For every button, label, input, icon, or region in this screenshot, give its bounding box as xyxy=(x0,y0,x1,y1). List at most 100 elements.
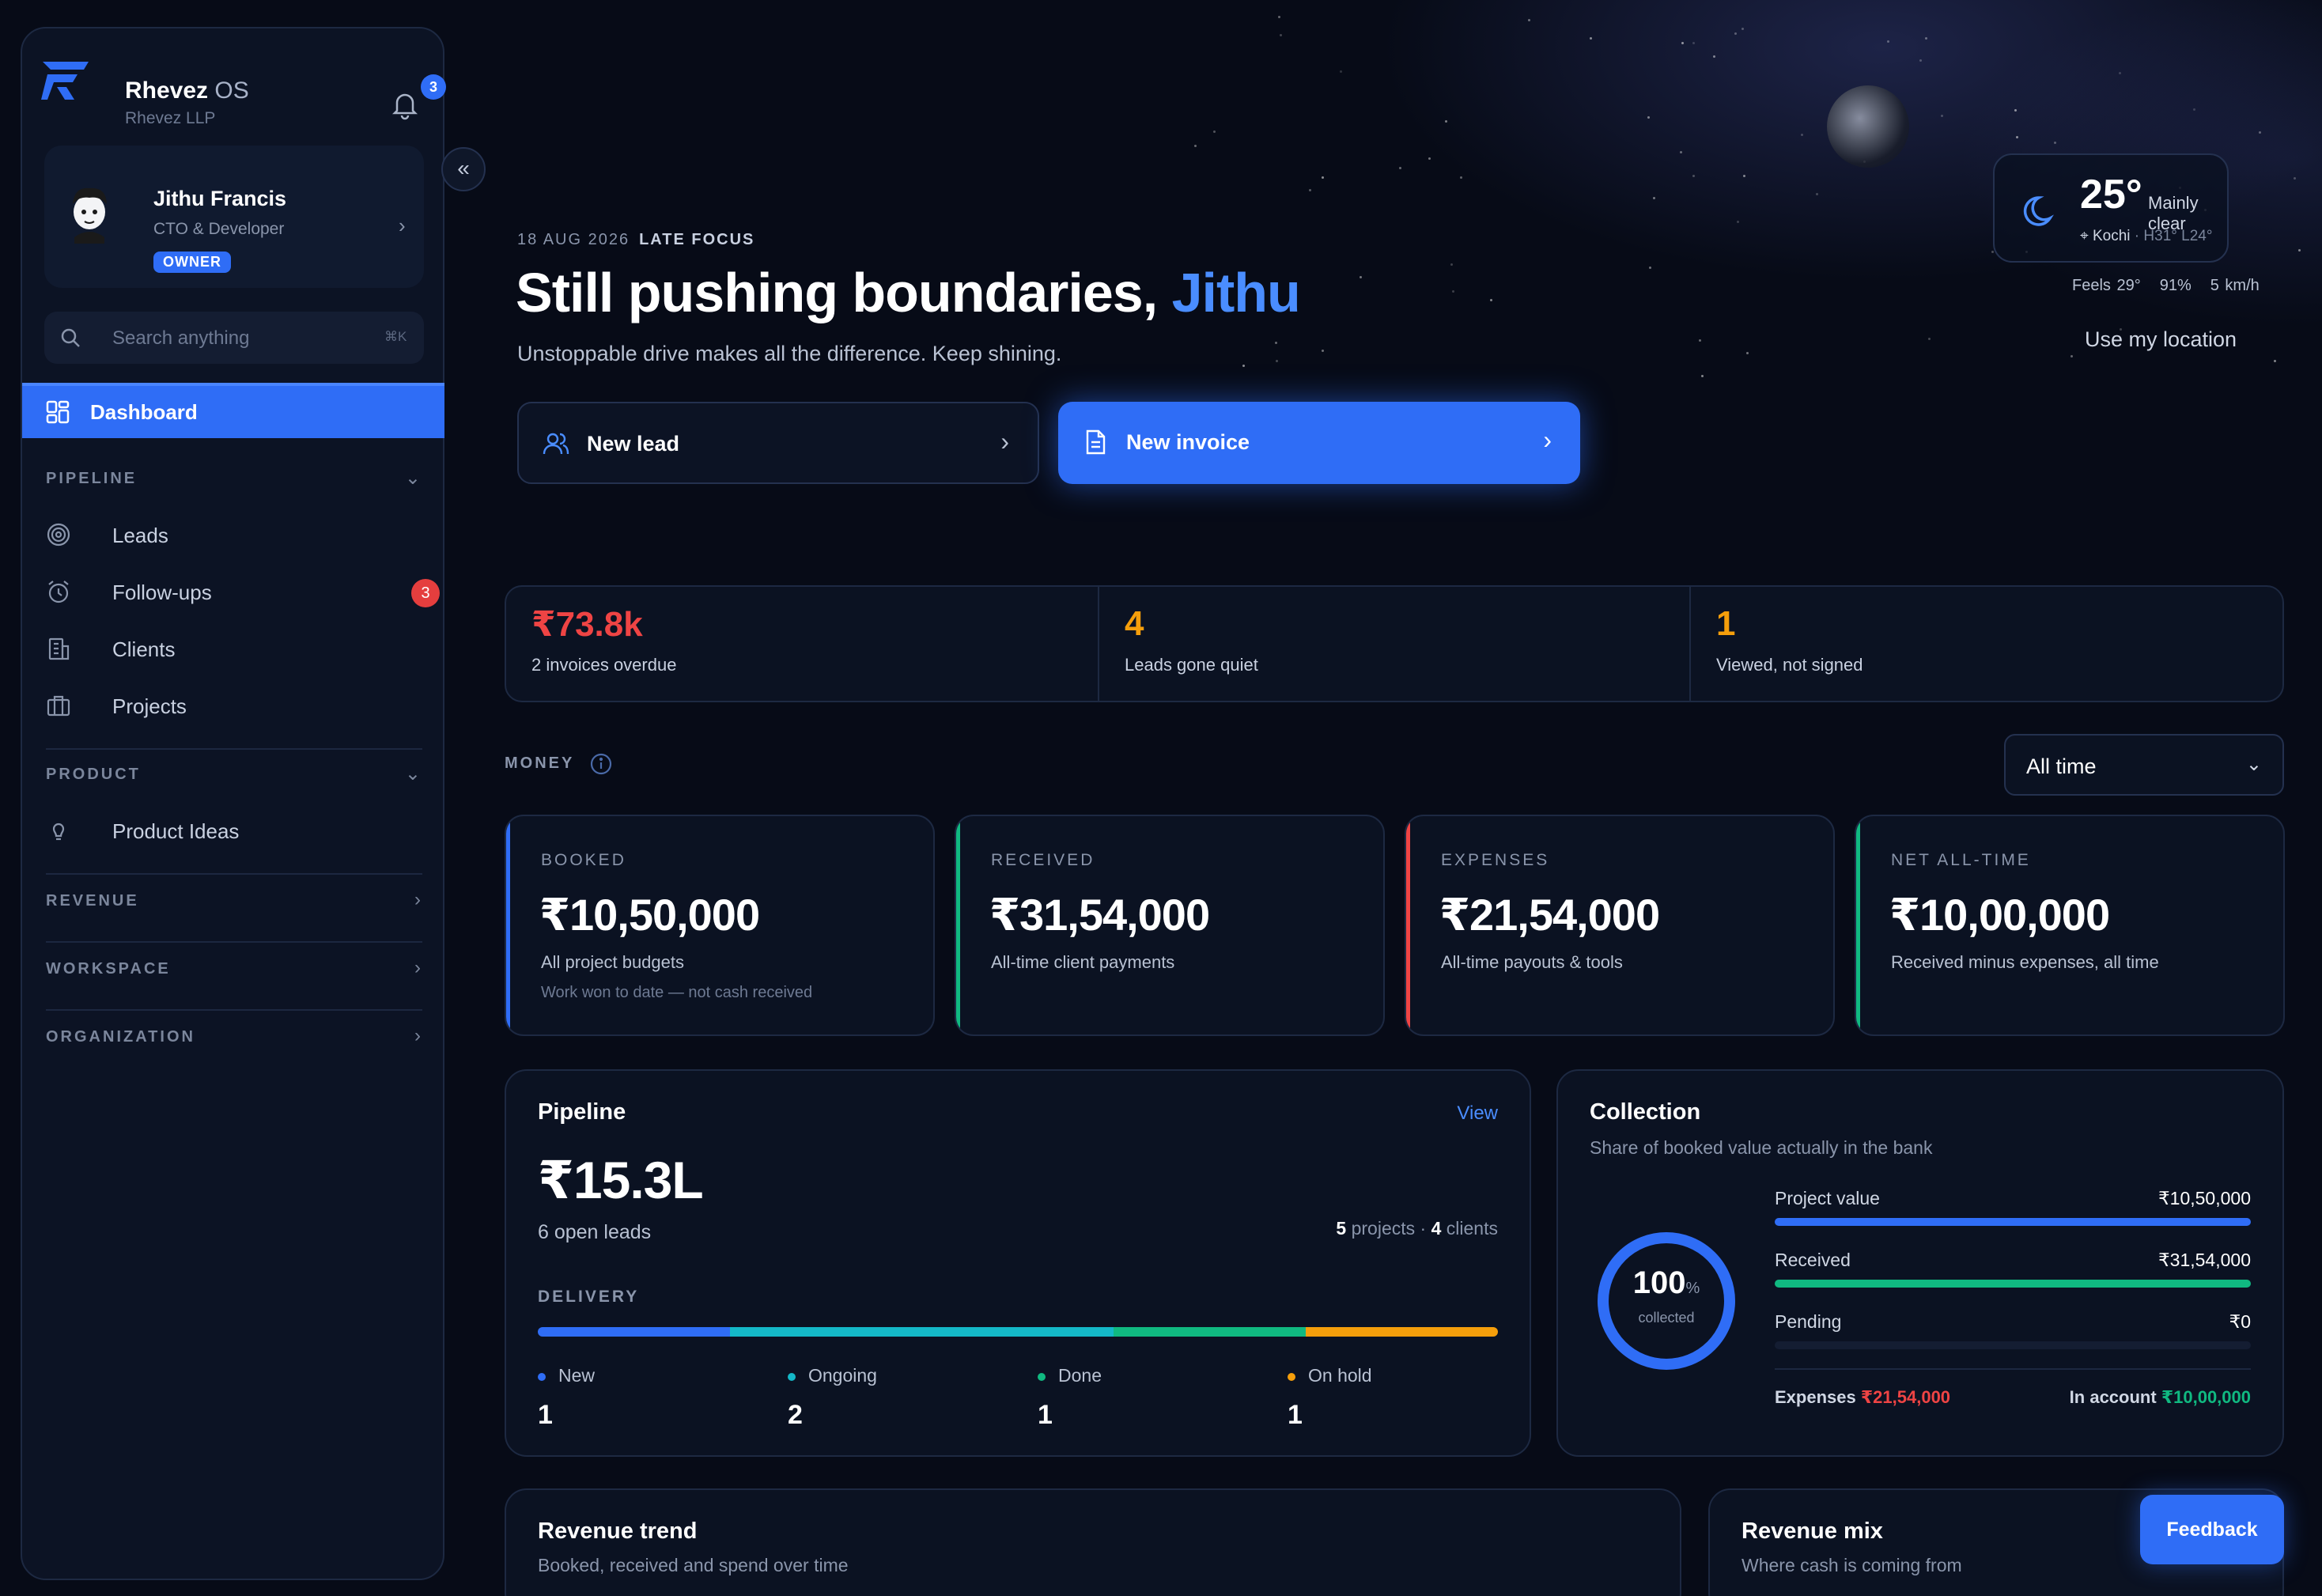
stat-value: 1 xyxy=(1288,1400,1303,1430)
users-icon xyxy=(543,433,569,455)
alert-label: Viewed, not signed xyxy=(1716,655,1863,675)
weather-wind: 5 km/h xyxy=(2210,277,2260,294)
star xyxy=(1195,295,1198,298)
section-organization[interactable]: ORGANIZATION › xyxy=(46,1022,425,1053)
weather-location: ⌖ Kochi · H31° L24° xyxy=(2080,228,2213,244)
profile-card[interactable]: Jithu Francis CTO & Developer OWNER › xyxy=(44,146,424,288)
star xyxy=(1276,359,1279,362)
panel-subtitle: Booked, received and spend over time xyxy=(538,1555,849,1575)
new-lead-button[interactable]: New lead › xyxy=(517,402,1039,484)
star xyxy=(1746,352,1749,355)
collection-panel: Collection Share of booked value actuall… xyxy=(1556,1069,2284,1457)
status-dot xyxy=(538,1373,546,1381)
stat-value: 1 xyxy=(538,1400,553,1430)
open-leads: 6 open leads xyxy=(538,1221,652,1243)
star xyxy=(1681,41,1685,44)
nav-item-label: Follow-ups xyxy=(112,581,212,604)
section-workspace[interactable]: WORKSPACE › xyxy=(46,954,425,985)
chevron-right-icon: › xyxy=(414,889,421,910)
star xyxy=(2297,248,2301,252)
search-input[interactable]: Search anything ⌘K xyxy=(44,312,424,364)
pipeline-view-link[interactable]: View xyxy=(1457,1102,1498,1124)
star xyxy=(1927,338,1931,341)
nav-item-projects[interactable]: Projects xyxy=(46,683,425,728)
notification-bell-icon[interactable] xyxy=(386,85,424,123)
greeting-subtitle: Unstoppable drive makes all the differen… xyxy=(517,342,1062,365)
weather-temperature: 25° xyxy=(2080,172,2142,217)
row-fill xyxy=(1775,1280,2251,1288)
card-accent xyxy=(506,816,510,1034)
revenue-trend-panel: Revenue trend Booked, received and spend… xyxy=(505,1488,1681,1596)
collected-percent: 100% xyxy=(1632,1265,1700,1300)
nav-item-label: Projects xyxy=(112,694,187,718)
section-pipeline[interactable]: PIPELINE ⌄ xyxy=(46,463,425,495)
pipeline-panel: Pipeline View ₹15.3L 6 open leads 5 proj… xyxy=(505,1069,1531,1457)
section-product[interactable]: PRODUCT ⌄ xyxy=(46,759,425,791)
feedback-button[interactable]: Feedback xyxy=(2140,1495,2284,1564)
stat-value: 2 xyxy=(788,1400,803,1430)
star xyxy=(2070,355,2073,358)
divider xyxy=(46,1009,422,1011)
search-shortcut: ⌘K xyxy=(384,329,407,344)
alert-overdue-invoices[interactable]: ₹73.8k 2 invoices overdue xyxy=(506,587,1099,701)
alert-value: 1 xyxy=(1716,604,1736,643)
collection-ring: 100% collected xyxy=(1593,1227,1740,1375)
status-dot xyxy=(1288,1373,1295,1381)
star xyxy=(1398,167,1401,170)
star xyxy=(1941,114,1944,117)
star xyxy=(2119,327,2122,331)
info-icon[interactable] xyxy=(588,751,614,777)
period-select[interactable]: All time ⌄ xyxy=(2004,734,2284,796)
star xyxy=(1278,16,1281,19)
nav-item-label: Product Ideas xyxy=(112,819,240,843)
star xyxy=(1649,266,1652,269)
star xyxy=(1743,174,1745,177)
nav-item-product-ideas[interactable]: Product Ideas xyxy=(46,808,425,853)
stat-value: 1 xyxy=(1038,1400,1053,1430)
expenses-summary: Expenses ₹21,54,000 xyxy=(1775,1387,1951,1407)
divider xyxy=(1775,1368,2251,1370)
collapse-sidebar-button[interactable]: « xyxy=(441,147,486,191)
nav-item-dashboard[interactable]: Dashboard xyxy=(22,383,444,438)
chevron-right-icon: › xyxy=(399,214,406,237)
alert-quiet-leads[interactable]: 4 Leads gone quiet xyxy=(1098,587,1691,701)
star xyxy=(1692,174,1696,177)
alert-unsigned[interactable]: 1 Viewed, not signed xyxy=(1689,587,2282,701)
alert-label: Leads gone quiet xyxy=(1125,655,1258,675)
card-accent xyxy=(1406,816,1410,1034)
panel-title: Pipeline xyxy=(538,1099,626,1125)
nav-item-clients[interactable]: Clients xyxy=(46,626,425,671)
status-dot xyxy=(788,1373,796,1381)
nav-item-leads[interactable]: Leads xyxy=(46,512,425,557)
row-label: Project value xyxy=(1775,1188,1880,1208)
panel-title: Revenue mix xyxy=(1742,1518,1883,1544)
star xyxy=(1919,59,1922,62)
crescent-moon-icon xyxy=(2023,196,2054,226)
star xyxy=(1322,176,1325,180)
star xyxy=(1460,176,1463,179)
brand-name: Rhevez OS xyxy=(125,78,249,104)
delivery-segment xyxy=(538,1327,730,1337)
money-heading: MONEY xyxy=(505,755,575,772)
star xyxy=(1308,189,1311,192)
followups-count-badge: 3 xyxy=(411,579,440,607)
star xyxy=(1698,338,1701,342)
use-location-link[interactable]: Use my location xyxy=(2085,327,2237,351)
greeting-mode: LATE FOCUS xyxy=(639,231,755,248)
page-title: Still pushing boundaries, Jithu xyxy=(516,262,1301,323)
section-label: PRODUCT xyxy=(46,766,141,783)
delivery-label: DELIVERY xyxy=(538,1288,640,1306)
star xyxy=(2192,108,2195,111)
delivery-segment xyxy=(729,1327,1114,1337)
new-invoice-button[interactable]: New invoice › xyxy=(1058,402,1580,484)
stat-label: Done xyxy=(1058,1365,1102,1386)
nav-item-label: Clients xyxy=(112,637,176,661)
card-value: ₹21,54,000 xyxy=(1439,890,1660,940)
nav-item-followups[interactable]: Follow-ups 3 xyxy=(46,569,440,614)
moon-decoration xyxy=(1827,85,1909,168)
weather-condition: Mainly clear xyxy=(2148,193,2199,233)
delivery-segment xyxy=(1306,1327,1498,1337)
briefcase-icon xyxy=(47,695,70,717)
section-revenue[interactable]: REVENUE › xyxy=(46,886,425,917)
section-label: ORGANIZATION xyxy=(46,1028,195,1046)
